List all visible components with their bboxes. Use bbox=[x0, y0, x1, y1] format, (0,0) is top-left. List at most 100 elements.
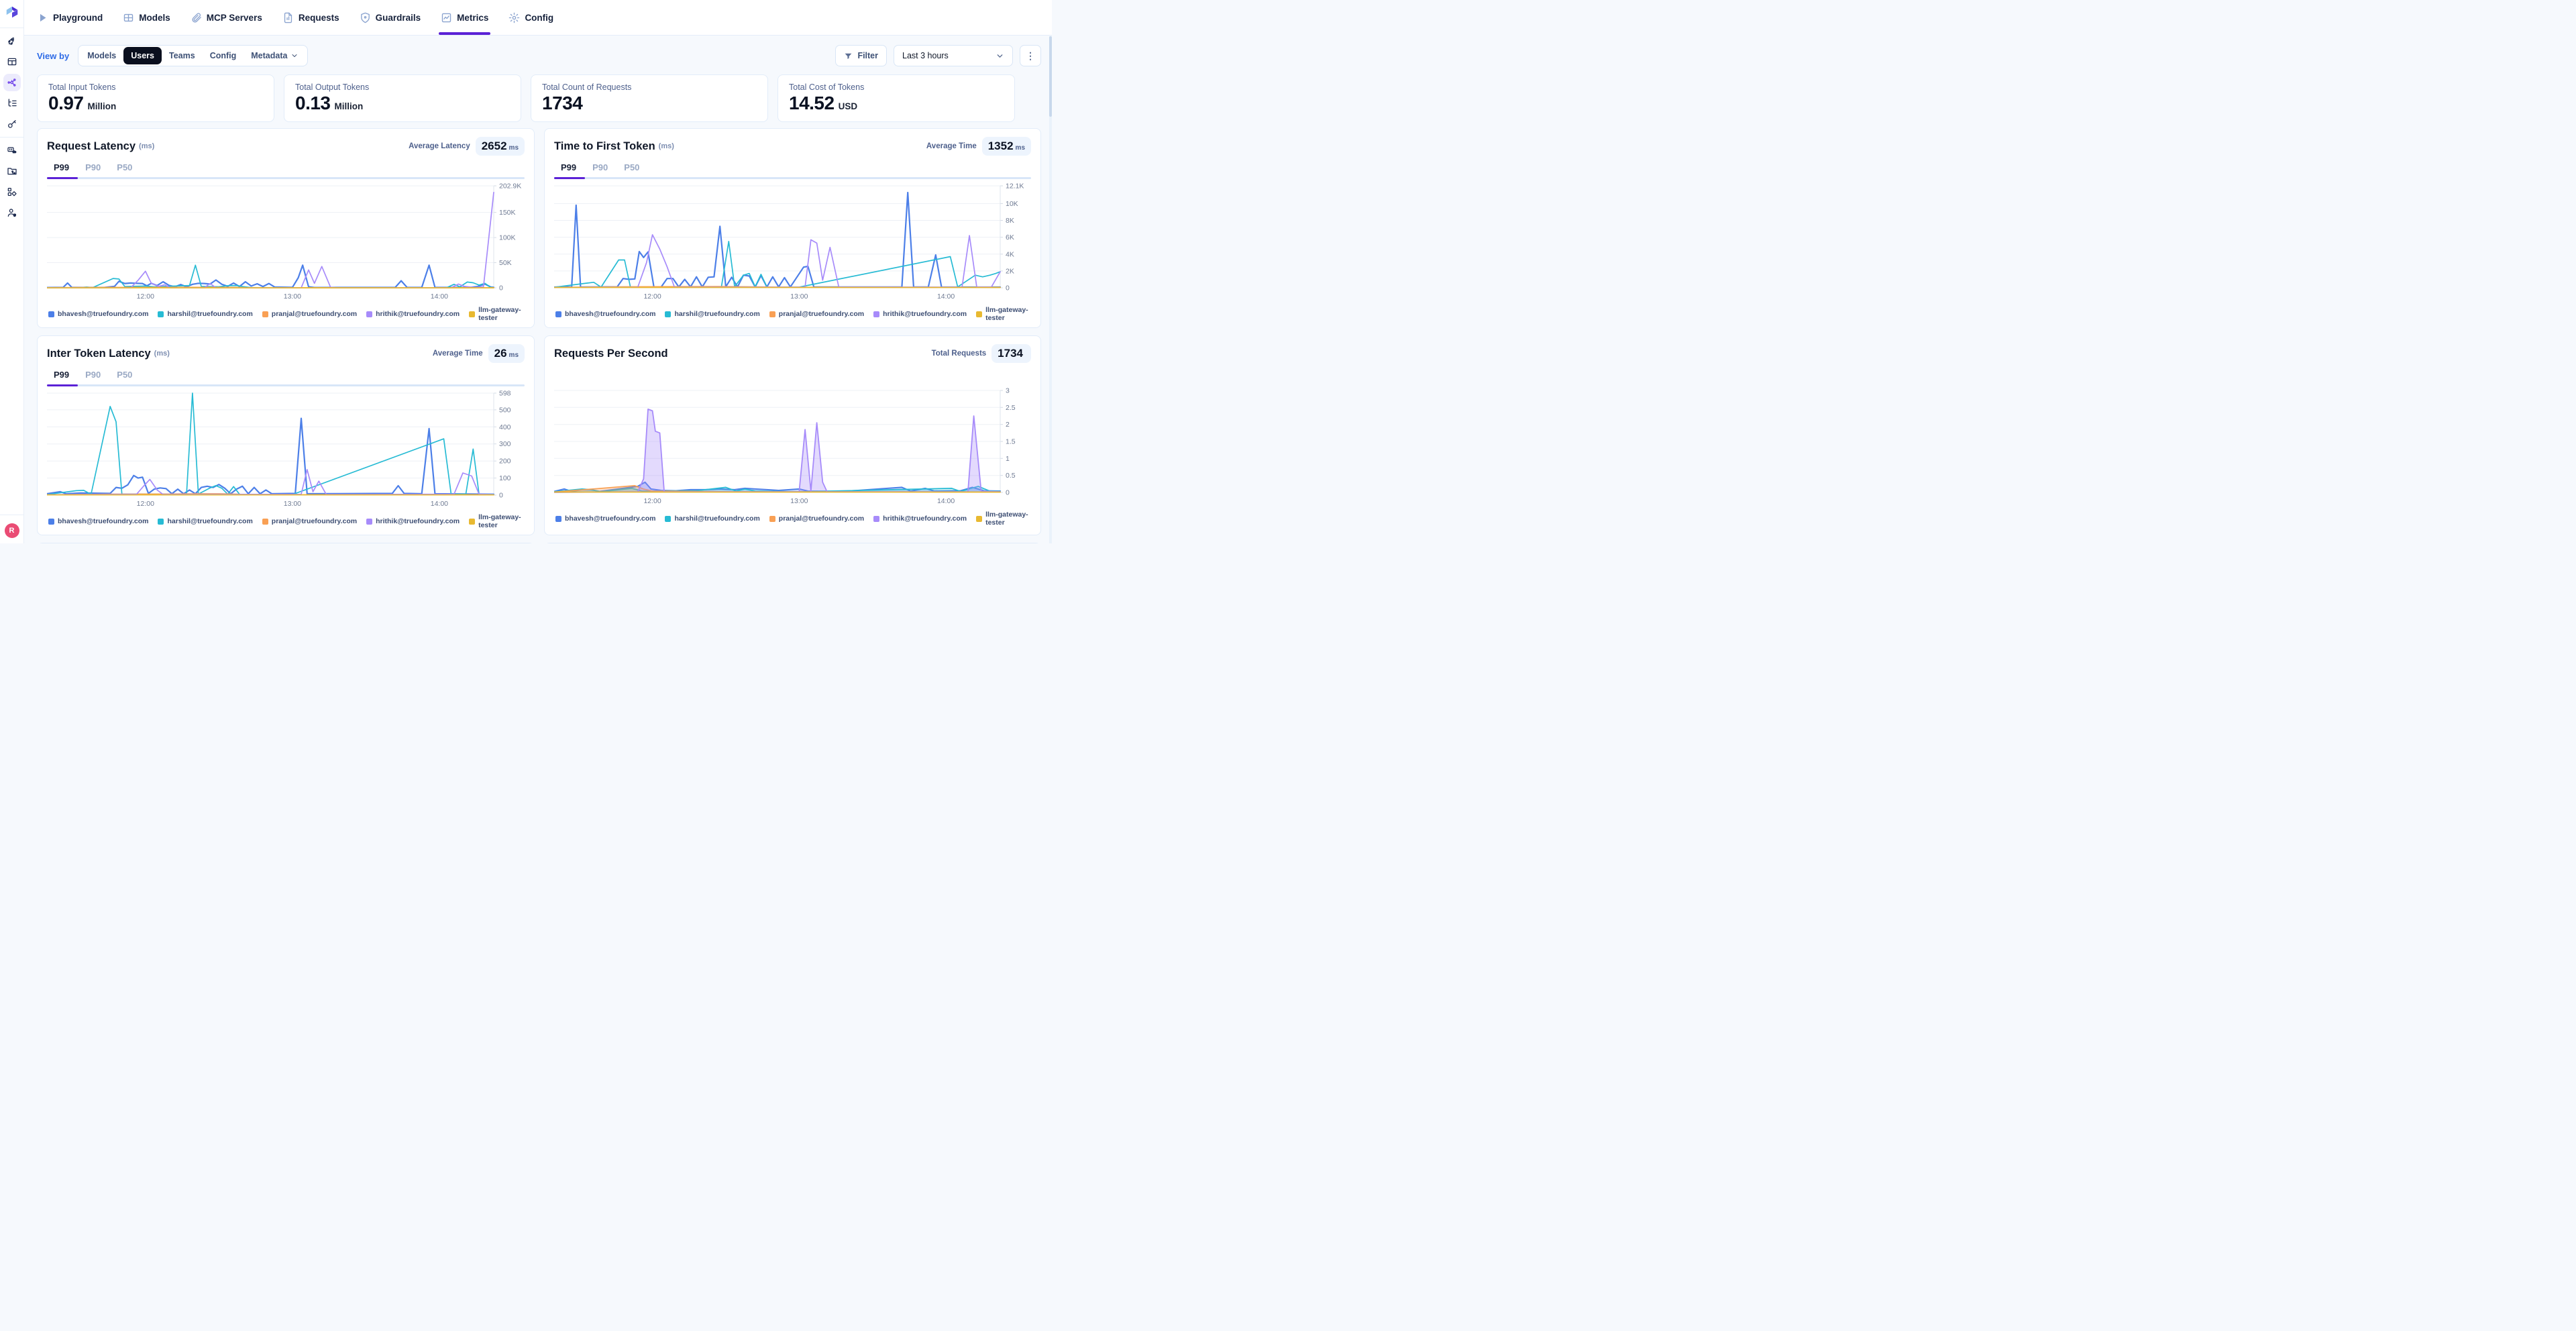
plug-cloud-icon bbox=[7, 147, 16, 154]
app-root: R Playground Models MCP Servers Requests Gua… bbox=[0, 0, 1052, 543]
requests-per-second-plot[interactable]: 3 2.5 2 1.5 1 0.5 0 12:00 13:00 14:00 bbox=[553, 387, 1031, 511]
nav-item-config[interactable]: Config bbox=[508, 0, 553, 35]
inter-token-latency-plot[interactable]: 598 500 400 300 200 100 0 12:00 13:00 14:00 bbox=[46, 390, 525, 513]
chart-svg: 12.1K 10K 8K 6K 4K 2K 0 12:00 13:00 14:00 bbox=[553, 182, 1024, 301]
legend-item-hrithik-truefoundry-com[interactable]: hrithik@truefoundry.com bbox=[366, 310, 460, 318]
chart-stat-label: Average Time bbox=[432, 350, 483, 358]
legend-item-llm-gateway-tester[interactable]: llm-gateway-tester bbox=[976, 306, 1031, 322]
chart-title: Requests Per Second bbox=[554, 347, 668, 360]
time-range-select[interactable]: Last 3 hours bbox=[894, 45, 1013, 66]
percentile-tab-p99[interactable]: P99 bbox=[561, 162, 577, 172]
stat-card-value: 1734 bbox=[542, 93, 583, 113]
tree-icon bbox=[8, 99, 17, 107]
sidebar-item-hub[interactable] bbox=[3, 74, 21, 91]
legend-item-hrithik-truefoundry-com[interactable]: hrithik@truefoundry.com bbox=[366, 517, 460, 525]
svg-text:2: 2 bbox=[1006, 421, 1010, 429]
svg-text:0.5: 0.5 bbox=[1006, 472, 1016, 480]
chart-icon bbox=[441, 13, 451, 22]
viewby-option-models[interactable]: Models bbox=[80, 47, 123, 64]
nav-item-playground[interactable]: Playground bbox=[37, 0, 103, 35]
sidebar-bottom-icons bbox=[3, 142, 21, 221]
legend-label: pranjal@truefoundry.com bbox=[271, 517, 358, 525]
more-options-button[interactable]: ⋮ bbox=[1020, 45, 1041, 66]
legend-item-bhavesh-truefoundry-com[interactable]: bhavesh@truefoundry.com bbox=[48, 310, 148, 318]
legend-swatch bbox=[873, 311, 880, 317]
nav-item-requests[interactable]: Requests bbox=[282, 0, 339, 35]
sidebar-item-tree[interactable] bbox=[3, 95, 21, 112]
percentile-tab-p90[interactable]: P90 bbox=[85, 370, 101, 380]
nav-item-metrics[interactable]: Metrics bbox=[439, 0, 491, 35]
chart-card-inter-token-latency: Inter Token Latency (ms) Average Time 26 ms P… bbox=[37, 335, 535, 535]
sidebar-item-plug-cloud[interactable] bbox=[3, 142, 21, 159]
percentile-tab-p50[interactable]: P50 bbox=[117, 370, 133, 380]
legend-item-bhavesh-truefoundry-com[interactable]: bhavesh@truefoundry.com bbox=[555, 515, 655, 523]
filter-button[interactable]: Filter bbox=[835, 45, 887, 66]
stat-card-value: 0.13 bbox=[295, 93, 331, 113]
sidebar-item-table[interactable] bbox=[3, 53, 21, 70]
charts-grid: Request Latency (ms) Average Latency 2652 ms… bbox=[37, 128, 1041, 535]
stat-card-total-cost-of-tokens: Total Cost of Tokens 14.52 USD bbox=[777, 74, 1015, 122]
user-avatar[interactable]: R bbox=[4, 523, 19, 538]
svg-text:12:00: 12:00 bbox=[643, 497, 661, 505]
svg-text:2.5: 2.5 bbox=[1006, 404, 1016, 412]
page-scrollbar[interactable] bbox=[1049, 36, 1052, 543]
viewby-option-label: Users bbox=[131, 51, 154, 60]
top-navigation: Playground Models MCP Servers Requests Guard… bbox=[24, 0, 1052, 36]
viewby-option-teams[interactable]: Teams bbox=[162, 47, 203, 64]
legend-item-pranjal-truefoundry-com[interactable]: pranjal@truefoundry.com bbox=[769, 515, 864, 523]
sidebar-item-key[interactable] bbox=[3, 115, 21, 133]
sidebar-item-blocks[interactable] bbox=[3, 183, 21, 201]
percentile-tab-p99[interactable]: P99 bbox=[54, 370, 70, 380]
viewby-option-config[interactable]: Config bbox=[203, 47, 244, 64]
legend-item-hrithik-truefoundry-com[interactable]: hrithik@truefoundry.com bbox=[873, 310, 967, 318]
percentile-tab-p99[interactable]: P99 bbox=[54, 162, 70, 172]
nav-item-mcp-servers[interactable]: MCP Servers bbox=[191, 0, 262, 35]
percentile-tab-p90[interactable]: P90 bbox=[85, 162, 101, 172]
legend-item-harshil-truefoundry-com[interactable]: harshil@truefoundry.com bbox=[665, 515, 760, 523]
rocket-icon bbox=[7, 37, 14, 45]
legend-swatch bbox=[262, 311, 268, 317]
legend-item-hrithik-truefoundry-com[interactable]: hrithik@truefoundry.com bbox=[873, 515, 967, 523]
legend-item-harshil-truefoundry-com[interactable]: harshil@truefoundry.com bbox=[158, 517, 253, 525]
truefoundry-logo-icon[interactable] bbox=[5, 5, 19, 19]
legend-item-llm-gateway-tester[interactable]: llm-gateway-tester bbox=[976, 511, 1031, 527]
sidebar-item-folder-code[interactable] bbox=[3, 162, 21, 180]
percentile-tab-p50[interactable]: P50 bbox=[117, 162, 133, 172]
viewby-option-users[interactable]: Users bbox=[123, 47, 162, 64]
legend-item-harshil-truefoundry-com[interactable]: harshil@truefoundry.com bbox=[158, 310, 253, 318]
chart-stat-label: Total Requests bbox=[931, 350, 987, 358]
legend-item-llm-gateway-tester[interactable]: llm-gateway-tester bbox=[469, 513, 525, 529]
chart-card-request-latency: Request Latency (ms) Average Latency 2652 ms… bbox=[37, 128, 535, 328]
scrollbar-thumb[interactable] bbox=[1049, 36, 1052, 117]
chart-stat-value: 1352 bbox=[987, 140, 1014, 152]
legend-item-pranjal-truefoundry-com[interactable]: pranjal@truefoundry.com bbox=[769, 310, 864, 318]
legend-item-llm-gateway-tester[interactable]: llm-gateway-tester bbox=[469, 306, 525, 322]
chart-title: Request Latency bbox=[47, 140, 136, 152]
svg-text:13:00: 13:00 bbox=[284, 292, 301, 301]
blocks-icon bbox=[7, 188, 17, 197]
nav-item-guardrails[interactable]: Guardrails bbox=[360, 0, 421, 35]
sidebar-item-user-shield[interactable] bbox=[3, 204, 21, 221]
sidebar-item-rocket[interactable] bbox=[3, 32, 21, 50]
request-latency-plot[interactable]: 202.9K 150K 100K 50K 0 12:00 13:00 14:00 bbox=[46, 182, 525, 306]
legend-item-bhavesh-truefoundry-com[interactable]: bhavesh@truefoundry.com bbox=[48, 517, 148, 525]
funnel-icon bbox=[845, 53, 852, 59]
legend-label: llm-gateway-tester bbox=[478, 306, 521, 322]
legend-swatch bbox=[158, 311, 164, 317]
legend-item-pranjal-truefoundry-com[interactable]: pranjal@truefoundry.com bbox=[262, 310, 357, 318]
percentile-tab-p50[interactable]: P50 bbox=[624, 162, 640, 172]
nav-item-label: Playground bbox=[53, 12, 103, 23]
percentile-tab-p90[interactable]: P90 bbox=[592, 162, 608, 172]
viewby-option-metadata[interactable]: Metadata bbox=[244, 47, 306, 64]
svg-text:0: 0 bbox=[499, 492, 503, 500]
stat-card-unit: USD bbox=[838, 101, 858, 111]
legend-swatch bbox=[873, 515, 880, 522]
svg-text:3: 3 bbox=[1006, 388, 1010, 395]
legend-item-pranjal-truefoundry-com[interactable]: pranjal@truefoundry.com bbox=[262, 517, 357, 525]
nav-item-models[interactable]: Models bbox=[123, 0, 170, 35]
legend-item-bhavesh-truefoundry-com[interactable]: bhavesh@truefoundry.com bbox=[555, 310, 655, 318]
svg-text:1.5: 1.5 bbox=[1006, 438, 1016, 446]
shield-icon bbox=[360, 12, 370, 23]
legend-item-harshil-truefoundry-com[interactable]: harshil@truefoundry.com bbox=[665, 310, 760, 318]
time-to-first-token-plot[interactable]: 12.1K 10K 8K 6K 4K 2K 0 12:00 13:00 14:00 bbox=[553, 182, 1031, 306]
